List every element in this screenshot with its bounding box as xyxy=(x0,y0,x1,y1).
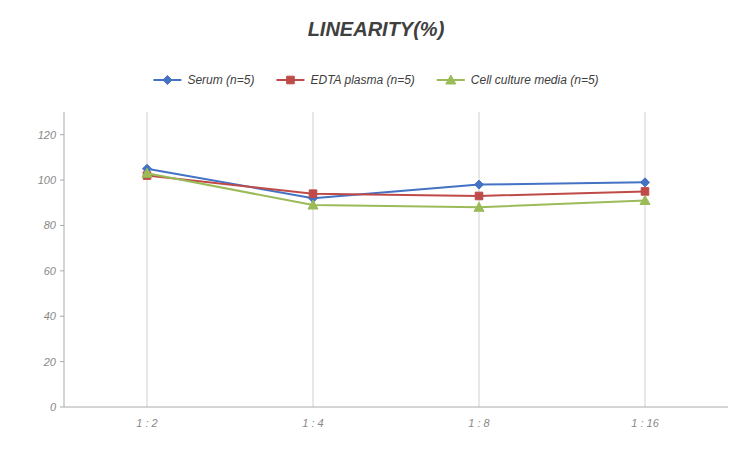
y-tick xyxy=(60,407,64,408)
y-axis-line xyxy=(64,112,65,407)
point-marker xyxy=(142,168,152,177)
series xyxy=(142,168,650,211)
legend-label: Cell culture media (n=5) xyxy=(471,73,599,87)
legend-label: EDTA plasma (n=5) xyxy=(310,73,414,87)
point-marker xyxy=(641,178,650,187)
legend-label: Serum (n=5) xyxy=(187,73,254,87)
series-line xyxy=(147,176,645,196)
series xyxy=(143,164,650,203)
y-tick xyxy=(60,270,64,271)
point-marker xyxy=(308,200,318,209)
y-tick-label: 20 xyxy=(43,356,57,368)
y-tick xyxy=(60,361,64,362)
x-tick-label: 1 : 2 xyxy=(136,417,157,429)
y-tick-label: 40 xyxy=(44,310,57,322)
chart-container: LINEARITY(%) 0 20 40 60 80 100 120 1 : 2 1 : 4 1 :… xyxy=(0,0,752,451)
legend-item: Cell culture media (n=5) xyxy=(437,73,599,87)
y-tick-label: 0 xyxy=(50,401,57,413)
legend-marker xyxy=(287,76,295,84)
legend-marker xyxy=(446,75,456,84)
legend-item: EDTA plasma (n=5) xyxy=(276,73,414,87)
y-tick xyxy=(60,316,64,317)
y-tick xyxy=(60,134,64,135)
axes: 0 20 40 60 80 100 120 1 : 2 1 : 4 1 : 8 1 : 16 xyxy=(38,112,728,429)
legend-item: Serum (n=5) xyxy=(153,73,254,87)
y-tick-label: 80 xyxy=(44,219,57,231)
grid-line-x xyxy=(645,112,646,407)
y-tick-label: 100 xyxy=(38,174,57,186)
legend-marker xyxy=(163,76,172,85)
y-tick-label: 120 xyxy=(38,129,57,141)
point-marker xyxy=(475,192,483,200)
series-line xyxy=(147,173,645,207)
x-tick-label: 1 : 16 xyxy=(631,417,659,429)
title: LINEARITY(%) xyxy=(308,18,445,40)
point-marker xyxy=(474,202,484,211)
y-tick-label: 60 xyxy=(44,265,57,277)
series-line xyxy=(147,169,645,199)
grid xyxy=(147,112,645,407)
series xyxy=(143,172,649,200)
grid-line-x xyxy=(313,112,314,407)
point-marker xyxy=(640,196,650,205)
point-marker xyxy=(641,188,649,196)
marks xyxy=(142,164,650,211)
legend: Serum (n=5) EDTA plasma (n=5) Cell culture… xyxy=(153,73,598,87)
chart-svg: LINEARITY(%) 0 20 40 60 80 100 120 1 : 2 1 : 4 1 :… xyxy=(0,0,752,451)
grid-line-x xyxy=(147,112,148,407)
point-marker xyxy=(309,190,317,198)
point-marker xyxy=(475,180,484,189)
x-axis-line xyxy=(64,407,728,408)
x-tick-label: 1 : 4 xyxy=(302,417,323,429)
y-tick xyxy=(60,180,64,181)
grid-line-x xyxy=(479,112,480,407)
x-tick-label: 1 : 8 xyxy=(468,417,490,429)
y-tick xyxy=(60,225,64,226)
